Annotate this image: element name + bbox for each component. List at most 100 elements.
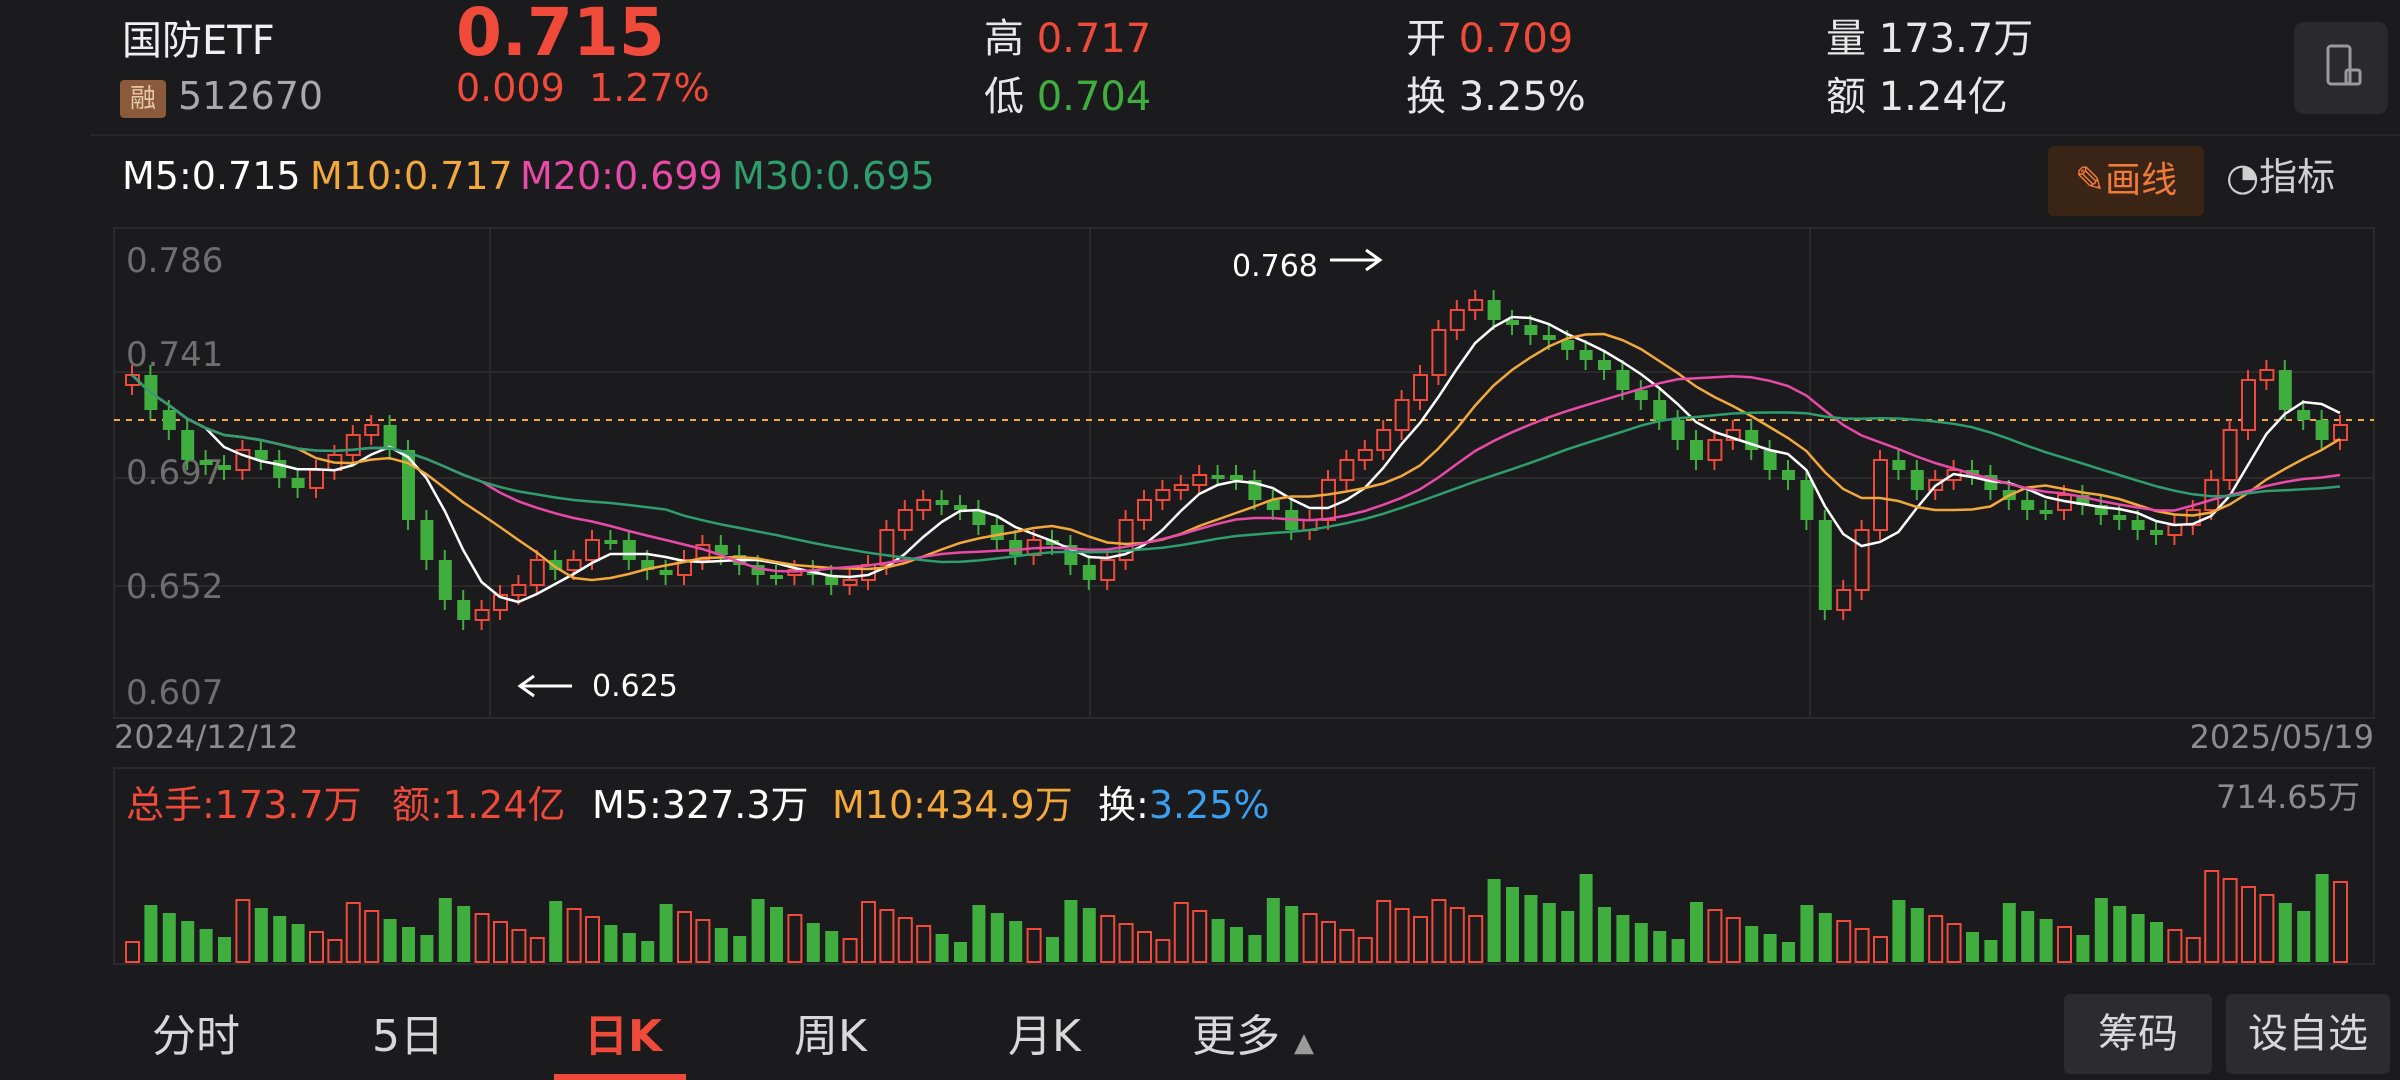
volume-bar	[954, 942, 967, 962]
open-value: 0.709	[1458, 16, 1574, 62]
volume-bar	[1946, 923, 1962, 963]
candle	[1468, 299, 1484, 311]
candle	[1598, 360, 1611, 370]
candle	[842, 579, 858, 586]
volume-bar	[1468, 915, 1484, 963]
volume-bar	[897, 917, 913, 963]
volume-bar	[511, 929, 527, 963]
candle	[2150, 530, 2163, 535]
volume-bar	[493, 921, 508, 963]
amount-stat: 额 1.24亿	[1826, 64, 2008, 122]
candle	[1394, 399, 1410, 431]
volume-bar	[1782, 942, 1795, 962]
volume-bar	[1155, 939, 1171, 963]
volume-bar	[1321, 921, 1336, 963]
volume-bar	[2076, 935, 2090, 962]
ma5-line	[131, 315, 2341, 604]
chips-button[interactable]: 筹码	[2064, 994, 2212, 1074]
candle	[1707, 439, 1723, 461]
volume-bar	[438, 898, 452, 962]
tab-5day[interactable]: 5日	[372, 1011, 444, 1062]
candle	[1854, 529, 1870, 591]
candle	[1873, 459, 1888, 531]
candle	[1137, 499, 1152, 521]
candle	[1449, 309, 1465, 331]
margin-badge: 融	[120, 80, 166, 118]
volume-bar	[935, 934, 949, 962]
volume-bar	[1413, 916, 1428, 963]
indicator-label: 指标	[2259, 155, 2336, 199]
volume-bar	[1836, 920, 1852, 963]
candle	[1653, 400, 1667, 420]
candle	[1836, 589, 1852, 611]
candle	[1266, 500, 1280, 510]
candle	[1339, 459, 1355, 481]
volume-bar	[1634, 923, 1648, 962]
volume-bar	[1449, 907, 1465, 963]
volume-bar	[1873, 936, 1888, 963]
volume-bar	[474, 913, 490, 963]
volume-bar	[770, 907, 783, 962]
candle	[1782, 470, 1795, 480]
volume-bar	[1524, 895, 1538, 962]
volume-bar	[309, 931, 324, 963]
volume-bar	[1487, 879, 1501, 962]
volume-bar	[364, 910, 380, 963]
indicator-button[interactable]: ◔指标	[2226, 146, 2335, 201]
candle	[457, 600, 471, 620]
volume-bar	[125, 941, 140, 963]
candle	[897, 509, 913, 531]
high-marker-label: 0.768	[1232, 249, 1318, 284]
volume-bar	[916, 925, 932, 963]
volume-bar	[787, 914, 803, 963]
volume-bar	[2222, 878, 2238, 963]
volume-bar	[879, 909, 895, 963]
tab-more[interactable]: 更多 ▲	[1192, 1000, 1314, 1064]
volume-bar	[1506, 887, 1519, 962]
candle	[2167, 524, 2183, 536]
candle	[1230, 475, 1243, 480]
rotate-screen-button[interactable]	[2294, 22, 2388, 114]
candle	[529, 559, 545, 586]
y-tick: 0.652	[126, 567, 223, 607]
amount-label: 额	[1826, 74, 1866, 120]
candle	[2259, 369, 2275, 381]
tab-intraday[interactable]: 分时	[152, 1011, 240, 1062]
volume-bar	[1285, 906, 1299, 962]
volume-bar	[1892, 900, 1906, 962]
volume-turnover-value: 3.25%	[1148, 783, 1270, 827]
volume-bar	[2021, 911, 2035, 962]
candle	[714, 545, 728, 555]
tab-daily-k[interactable]: 日K	[584, 1011, 663, 1062]
volume-bar	[861, 901, 876, 963]
volume-m5-label: M5:327.3万	[592, 783, 809, 827]
volume-bar	[2057, 926, 2072, 963]
tab-monthly-k[interactable]: 月K	[1008, 1011, 1081, 1062]
volume-bar	[2297, 911, 2311, 962]
low-marker-arrowhead	[517, 674, 535, 698]
draw-line-button[interactable]: ✎画线	[2048, 146, 2204, 216]
candle	[879, 529, 895, 566]
volume-bar	[1064, 900, 1078, 962]
volume-bar	[1910, 908, 1924, 962]
y-tick: 0.741	[126, 335, 223, 375]
candle	[1892, 460, 1906, 470]
candle	[1542, 335, 1556, 340]
volume-bar	[1745, 926, 1759, 962]
candle	[1155, 489, 1171, 501]
active-tab-indicator	[554, 1074, 686, 1080]
volume-bar	[733, 936, 747, 962]
add-watchlist-button[interactable]: 设自选	[2226, 994, 2390, 1074]
volume-bar	[806, 923, 820, 962]
candle	[1321, 479, 1336, 521]
volume-bar	[1266, 898, 1280, 962]
volume-bar	[345, 902, 361, 963]
y-tick: 0.607	[126, 673, 223, 713]
volume-bar	[677, 911, 692, 963]
high-label: 高	[984, 16, 1024, 62]
candle	[1690, 440, 1703, 460]
ma20-line	[131, 374, 2341, 573]
tab-weekly-k[interactable]: 周K	[794, 1011, 867, 1062]
volume-bar	[273, 916, 287, 962]
